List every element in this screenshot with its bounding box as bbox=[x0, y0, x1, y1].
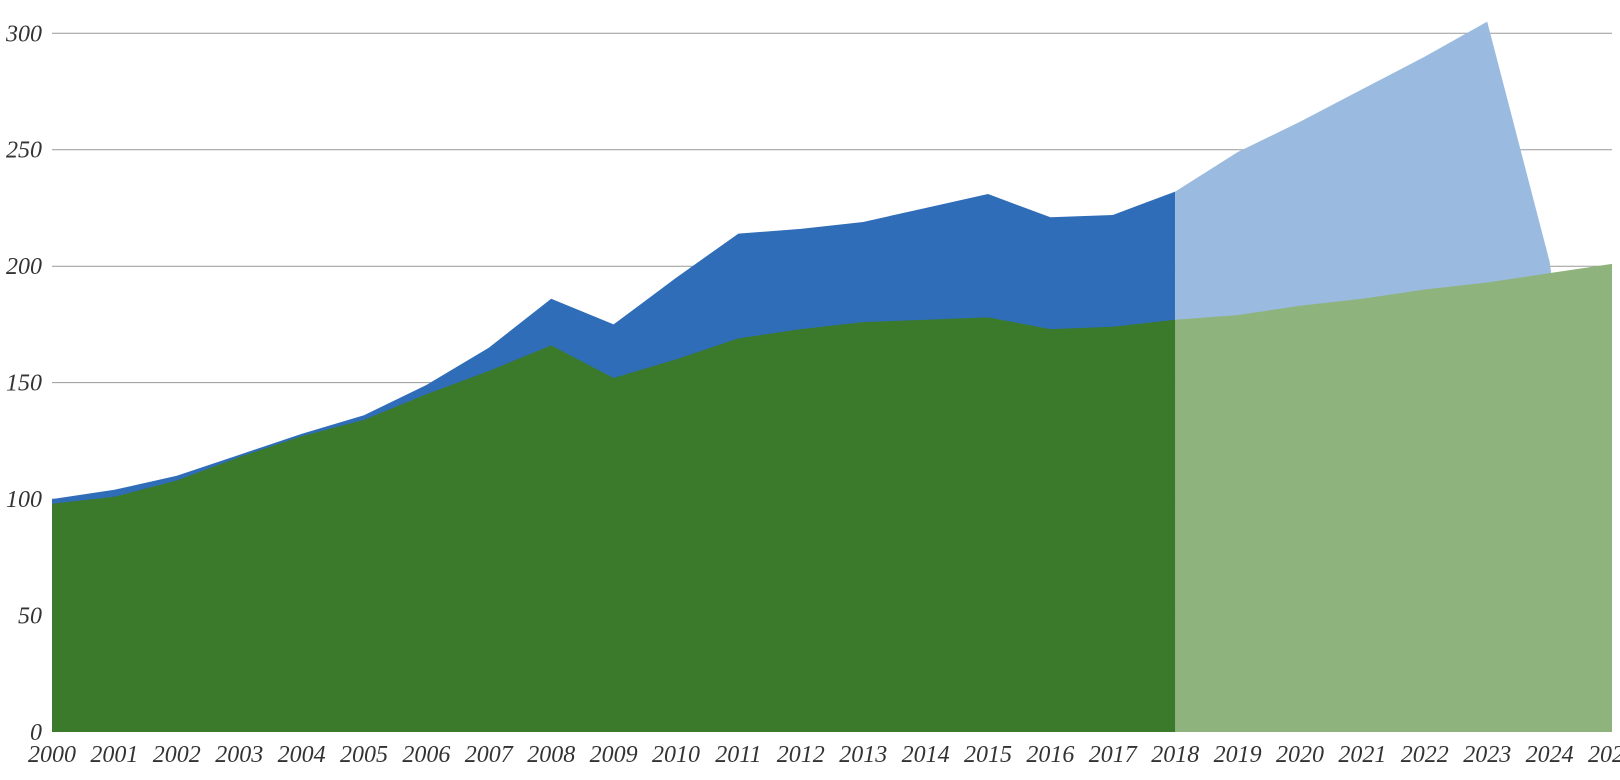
x-tick-label: 2021 bbox=[1338, 742, 1386, 768]
x-tick-label: 2001 bbox=[90, 742, 138, 768]
x-tick-label: 2017 bbox=[1089, 742, 1138, 768]
x-tick-label: 2005 bbox=[340, 742, 388, 768]
series-green-faded bbox=[1175, 264, 1612, 732]
y-tick-label: 300 bbox=[5, 21, 42, 47]
x-tick-label: 2000 bbox=[28, 742, 76, 768]
x-tick-label: 2006 bbox=[402, 742, 450, 768]
x-tick-label: 2012 bbox=[777, 742, 825, 768]
y-tick-label: 200 bbox=[6, 254, 42, 280]
y-tick-label: 100 bbox=[6, 487, 42, 513]
x-tick-label: 2009 bbox=[590, 742, 638, 768]
x-tick-label: 2002 bbox=[153, 742, 201, 768]
area-chart: 0501001502002503002000200120022003200420… bbox=[0, 0, 1620, 780]
x-tick-label: 2019 bbox=[1214, 742, 1262, 768]
x-tick-label: 2025 bbox=[1588, 742, 1620, 768]
y-tick-label: 50 bbox=[18, 604, 42, 630]
x-tick-label: 2022 bbox=[1401, 742, 1449, 768]
x-tick-label: 2015 bbox=[964, 742, 1012, 768]
x-tick-label: 2011 bbox=[715, 742, 761, 768]
x-tick-label: 2024 bbox=[1526, 742, 1574, 768]
x-tick-label: 2004 bbox=[278, 742, 326, 768]
x-tick-label: 2003 bbox=[215, 742, 263, 768]
x-tick-label: 2010 bbox=[652, 742, 700, 768]
x-tick-label: 2008 bbox=[527, 742, 575, 768]
x-tick-label: 2018 bbox=[1151, 742, 1199, 768]
x-tick-label: 2020 bbox=[1276, 742, 1324, 768]
x-tick-label: 2016 bbox=[1026, 742, 1074, 768]
y-tick-label: 250 bbox=[6, 138, 42, 164]
x-tick-label: 2013 bbox=[839, 742, 887, 768]
x-tick-label: 2014 bbox=[902, 742, 950, 768]
x-tick-label: 2007 bbox=[465, 742, 514, 768]
y-tick-label: 150 bbox=[6, 371, 42, 397]
x-tick-label: 2023 bbox=[1463, 742, 1511, 768]
